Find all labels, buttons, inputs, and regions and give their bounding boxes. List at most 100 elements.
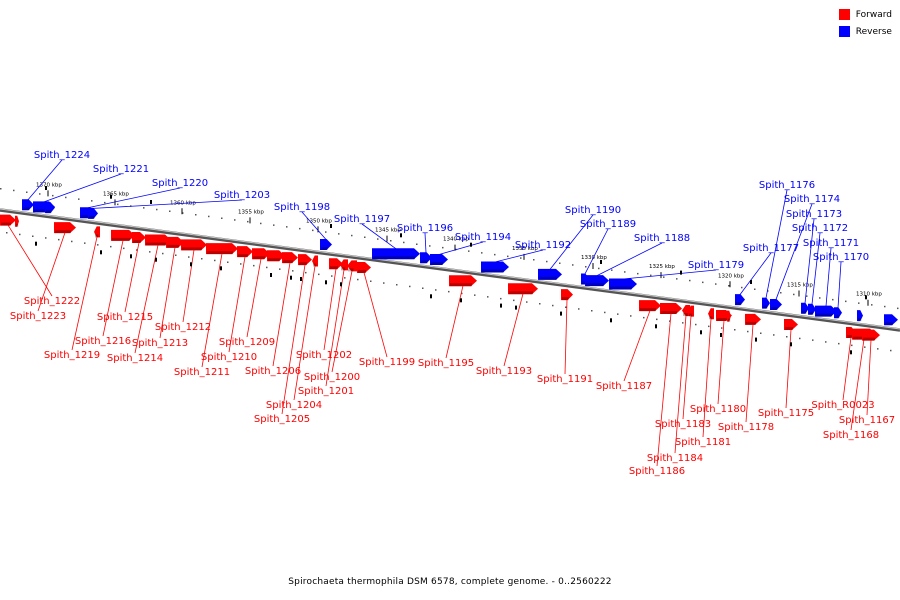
gene-label-Spith_1221[interactable]: Spith_1221 (43, 164, 149, 203)
gene-label-Spith_1177[interactable]: Spith_1177 (739, 243, 799, 295)
gene-label-Spith_1215[interactable]: Spith_1215 (97, 242, 153, 323)
gene-label-Spith_1224[interactable]: Spith_1224 (27, 150, 90, 200)
gene-label-Spith_1216[interactable]: Spith_1216 (75, 240, 131, 347)
svg-text:Spith_R0023: Spith_R0023 (811, 400, 874, 411)
scale-tick-label: 1320 kbp (718, 273, 744, 279)
gene-label-Spith_1210[interactable]: Spith_1210 (201, 256, 257, 363)
gene-label-Spith_1206[interactable]: Spith_1206 (245, 262, 301, 377)
reverse-gene-Spith_1172 (808, 303, 816, 315)
forward-swatch-icon (838, 9, 850, 20)
svg-text:Spith_1172: Spith_1172 (792, 223, 848, 234)
gene-label-Spith_1198[interactable]: Spith_1198 (274, 202, 330, 240)
gene-label-Spith_1196[interactable]: Spith_1196 (397, 223, 453, 253)
gene-label-Spith_1176[interactable]: Spith_1176 (759, 180, 815, 299)
svg-text:Spith_1213: Spith_1213 (132, 338, 188, 349)
gene-label-Spith_1179[interactable]: Spith_1179 (622, 260, 744, 280)
svg-text:Spith_1211: Spith_1211 (174, 367, 230, 378)
gene-label-Spith_1184[interactable]: Spith_1184 (647, 315, 703, 464)
gene-label-Spith_1212[interactable]: Spith_1212 (155, 249, 211, 333)
svg-text:Spith_1181: Spith_1181 (675, 437, 731, 448)
gene-label-Spith_1188[interactable]: Spith_1188 (596, 233, 690, 276)
gene-label-Spith_1167[interactable]: Spith_1167 (839, 340, 895, 426)
scale-tick-label: 1345 kbp (375, 228, 401, 234)
gene-label-Spith_1223[interactable]: Spith_1223 (10, 232, 66, 322)
legend-reverse-label: Reverse (855, 26, 892, 37)
gene-label-Spith_1220[interactable]: Spith_1220 (87, 178, 208, 209)
gene-marks (35, 186, 867, 355)
gene-label-Spith_1181[interactable]: Spith_1181 (675, 318, 731, 448)
gene-label-Spith_1197[interactable]: Spith_1197 (334, 214, 397, 250)
gene-label-Spith_1202[interactable]: Spith_1202 (296, 268, 352, 361)
reverse-gene-Spith_1224 (22, 199, 34, 211)
svg-text:Spith_1173: Spith_1173 (786, 209, 842, 220)
svg-text:Spith_1214: Spith_1214 (107, 353, 163, 364)
gene-label-Spith_1203[interactable]: Spith_1203 (92, 190, 270, 209)
gene-label-Spith_1173[interactable]: Spith_1173 (786, 209, 842, 304)
gene-label-Spith_1213[interactable]: Spith_1213 (132, 247, 188, 349)
forward-gene-Spith_1215 (132, 232, 146, 244)
gene-label-Spith_1186[interactable]: Spith_1186 (629, 313, 685, 477)
gene-label-Spith_1168[interactable]: Spith_1168 (823, 339, 879, 441)
gene-label-Spith_1174[interactable]: Spith_1174 (775, 194, 840, 300)
reverse-gene-Spith_1198 (320, 238, 332, 250)
forward-gene-unlabeled (15, 215, 19, 227)
gene-label-Spith_1205[interactable]: Spith_1205 (254, 264, 310, 425)
gene-label-Spith_1199[interactable]: Spith_1199 (359, 272, 415, 368)
gene-label-Spith_1189[interactable]: Spith_1189 (580, 219, 636, 275)
forward-gene-Spith_1187 (639, 300, 661, 312)
svg-text:Spith_1180: Spith_1180 (690, 404, 746, 415)
scale-tick-label: 1315 kbp (787, 283, 813, 289)
svg-text:Spith_1210: Spith_1210 (201, 352, 257, 363)
gene-label-Spith_1204[interactable]: Spith_1204 (266, 265, 322, 411)
forward-gene-unlabeled (685, 305, 689, 317)
gene-label-Spith_1192[interactable]: Spith_1192 (494, 240, 571, 263)
svg-text:Spith_1190: Spith_1190 (565, 205, 621, 216)
gene-label-Spith_1178[interactable]: Spith_1178 (718, 324, 774, 433)
gene-label-Spith_1219[interactable]: Spith_1219 (44, 236, 100, 361)
gene-label-Spith_1209[interactable]: Spith_1209 (219, 258, 275, 348)
svg-text:Spith_1187: Spith_1187 (596, 381, 652, 392)
svg-text:Spith_1192: Spith_1192 (515, 240, 571, 251)
gene-label-Spith_1211[interactable]: Spith_1211 (174, 253, 230, 378)
forward-gene-Spith_1209 (252, 248, 270, 260)
forward-gene-Spith_1183 (688, 305, 694, 317)
scale-tick-label: 1365 kbp (103, 191, 129, 197)
gene-label-Spith_R0023[interactable]: Spith_R0023 (811, 337, 875, 411)
gene-label-Spith_1194[interactable]: Spith_1194 (438, 232, 511, 255)
forward-gene-Spith_1223 (54, 222, 76, 234)
gene-label-Spith_1171[interactable]: Spith_1171 (803, 238, 859, 307)
svg-text:Spith_1212: Spith_1212 (155, 322, 211, 333)
forward-gene-Spith_1222 (0, 214, 16, 226)
gene-label-Spith_1193[interactable]: Spith_1193 (476, 293, 532, 377)
forward-gene-Spith_1195 (449, 275, 477, 287)
legend-reverse: Reverse (838, 25, 892, 38)
gene-label-Spith_1170[interactable]: Spith_1170 (813, 252, 869, 308)
gene-label-Spith_1195[interactable]: Spith_1195 (418, 285, 474, 369)
gene-label-Spith_1190[interactable]: Spith_1190 (549, 205, 621, 270)
scale-tick-label: 1340 kbp (443, 237, 469, 243)
svg-text:Spith_1171: Spith_1171 (803, 238, 859, 249)
forward-gene-Spith_1186 (660, 302, 682, 314)
svg-text:Spith_1224: Spith_1224 (34, 150, 90, 161)
gene-label-Spith_1191[interactable]: Spith_1191 (537, 299, 593, 385)
gene-label-Spith_1172[interactable]: Spith_1172 (792, 223, 848, 305)
gene-label-Spith_1214[interactable]: Spith_1214 (107, 244, 163, 364)
gene-label-Spith_1222[interactable]: Spith_1222 (7, 224, 80, 307)
gene-label-Spith_1183[interactable]: Spith_1183 (655, 316, 711, 430)
gene-label-Spith_1175[interactable]: Spith_1175 (758, 329, 814, 419)
svg-text:Spith_1223: Spith_1223 (10, 311, 66, 322)
reverse-gene-Spith_1176 (762, 297, 770, 309)
genome-backbone-highlight (0, 208, 900, 330)
gene-label-Spith_1201[interactable]: Spith_1201 (298, 269, 354, 397)
svg-text:Spith_1195: Spith_1195 (418, 358, 474, 369)
svg-text:Spith_1198: Spith_1198 (274, 202, 330, 213)
svg-text:Spith_1215: Spith_1215 (97, 312, 153, 323)
svg-text:Spith_1174: Spith_1174 (784, 194, 840, 205)
gene-label-Spith_1200[interactable]: Spith_1200 (304, 270, 360, 383)
gene-label-Spith_1187[interactable]: Spith_1187 (596, 310, 652, 392)
svg-text:Spith_1194: Spith_1194 (455, 232, 511, 243)
gene-label-Spith_1180[interactable]: Spith_1180 (690, 320, 746, 415)
svg-text:Spith_1199: Spith_1199 (359, 357, 415, 368)
svg-text:Spith_1220: Spith_1220 (152, 178, 208, 189)
forward-gene-Spith_1200 (347, 260, 357, 272)
